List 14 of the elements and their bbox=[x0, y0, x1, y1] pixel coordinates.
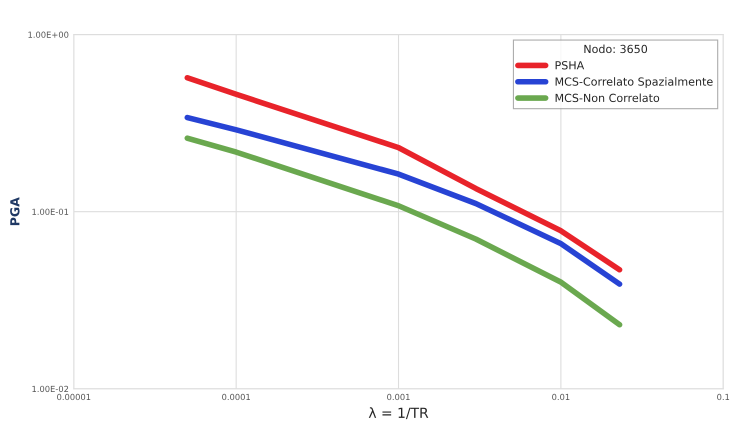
legend-label: MCS-Non Correlato bbox=[556, 93, 660, 102]
x-tick-label: 0.00001 bbox=[57, 394, 90, 400]
y-tick-label: 1.00E-01 bbox=[32, 208, 68, 215]
y-tick-label: 1.00E-02 bbox=[32, 386, 68, 392]
legend-label: PSHA bbox=[556, 61, 584, 70]
y-axis-title: PGA bbox=[10, 197, 20, 226]
x-tick-label: 0.0001 bbox=[222, 394, 250, 400]
y-tick-label: 1.00E+00 bbox=[28, 32, 68, 38]
legend-title: Nodo: 3650 bbox=[584, 44, 648, 54]
x-tick-label: 0.1 bbox=[717, 394, 730, 400]
x-tick-label: 0.01 bbox=[552, 394, 570, 400]
legend-label: MCS-Correlato Spazialmente bbox=[556, 77, 713, 88]
x-axis-title: λ = 1/TR bbox=[368, 407, 428, 420]
x-tick-label: 0.001 bbox=[387, 394, 410, 400]
